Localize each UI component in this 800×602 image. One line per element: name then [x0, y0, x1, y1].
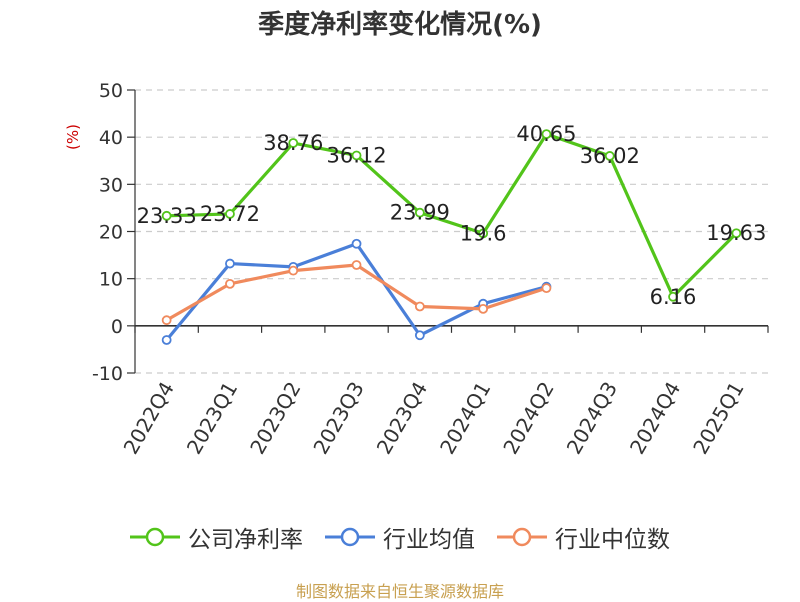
data-label: 36.02	[580, 144, 640, 168]
chart-title: 季度净利率变化情况(%)	[258, 10, 542, 40]
data-point	[288, 138, 299, 148]
series-line	[166, 132, 738, 299]
legend-item-company[interactable]: 公司净利率	[130, 520, 303, 554]
data-point	[351, 150, 362, 161]
data-point	[414, 301, 425, 312]
data-point	[225, 258, 235, 269]
data-label: 36.12	[326, 143, 386, 167]
data-label: 23.99	[390, 201, 450, 225]
data-label: 38.76	[263, 131, 323, 155]
data-point	[478, 228, 489, 239]
data-point	[731, 228, 742, 239]
data-label: 23.33	[137, 204, 197, 228]
legend-circle	[512, 527, 532, 547]
legend: 公司净利率 行业均值 行业中位数	[0, 520, 800, 554]
x-tick-label: 2023Q3	[308, 378, 368, 459]
data-label: 6.16	[650, 285, 697, 309]
data-point	[161, 335, 172, 345]
x-tick-label: 2024Q3	[562, 378, 622, 459]
x-tick-label: 2024Q2	[498, 378, 558, 459]
legend-item-industry-median[interactable]: 行业中位数	[497, 520, 670, 554]
y-tick-label: 0	[111, 316, 123, 338]
x-tick-label: 2024Q4	[625, 378, 685, 459]
y-tick-label: -10	[92, 363, 123, 385]
data-point	[604, 151, 615, 161]
data-point	[668, 291, 678, 302]
data-point	[225, 209, 235, 219]
legend-circle	[145, 527, 165, 547]
data-point	[161, 315, 172, 326]
legend-label: 公司净利率	[188, 527, 303, 553]
data-point	[478, 303, 489, 314]
data-point	[351, 260, 362, 270]
data-point	[351, 238, 362, 249]
data-label: 19.63	[706, 221, 766, 245]
y-tick-label: 40	[99, 127, 123, 149]
data-point	[288, 265, 299, 276]
legend-line-icon	[497, 527, 547, 547]
legend-line-icon	[325, 527, 375, 547]
x-tick-label: 2023Q4	[372, 378, 432, 459]
data-label: 19.6	[460, 221, 507, 245]
data-point	[541, 129, 552, 140]
data-point	[414, 207, 425, 218]
y-tick-label: 50	[99, 80, 123, 102]
legend-label: 行业均值	[383, 527, 475, 553]
data-point	[161, 210, 172, 221]
legend-circle	[340, 527, 360, 547]
data-point	[225, 278, 235, 289]
legend-label: 行业中位数	[555, 527, 670, 553]
y-tick-label: 10	[99, 269, 123, 291]
data-label: 23.72	[200, 202, 260, 226]
source-note: 制图数据来自恒生聚源数据库	[295, 582, 504, 601]
legend-line-icon	[130, 527, 180, 547]
x-tick-label: 2025Q1	[688, 378, 748, 459]
data-label: 40.65	[516, 122, 576, 146]
data-point	[541, 283, 552, 294]
x-tick-label: 2023Q2	[245, 378, 305, 459]
legend-item-industry-mean[interactable]: 行业均值	[325, 520, 475, 554]
x-tick-label: 2024Q1	[435, 378, 495, 459]
data-point	[414, 330, 425, 341]
y-tick-label: 20	[99, 222, 123, 244]
x-tick-label: 2023Q1	[182, 378, 242, 459]
y-tick-label: 30	[99, 174, 123, 196]
x-tick-label: 2022Q4	[119, 378, 179, 459]
